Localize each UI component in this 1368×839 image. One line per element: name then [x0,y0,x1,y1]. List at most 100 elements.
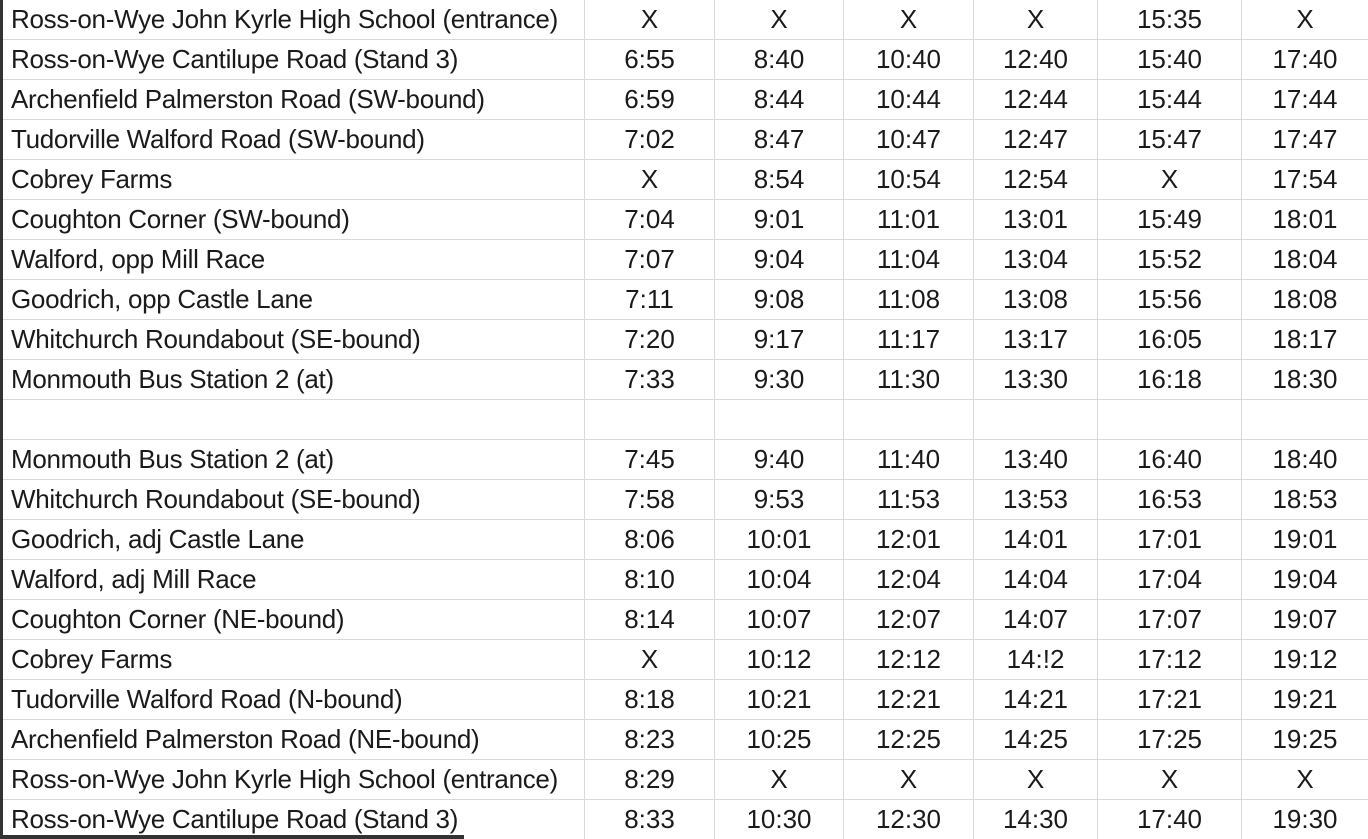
time-cell [844,400,974,440]
stop-name-cell: Cobrey Farms [3,160,585,200]
time-cell: 17:25 [1098,720,1242,760]
time-cell: 14:04 [974,560,1098,600]
time-cell: X [715,0,844,40]
time-cell: 18:01 [1242,200,1368,240]
time-cell: 8:18 [585,680,715,720]
stop-name-cell: Goodrich, opp Castle Lane [3,280,585,320]
time-cell: 7:20 [585,320,715,360]
time-cell: 14:30 [974,800,1098,839]
time-cell: 8:40 [715,40,844,80]
time-cell: 7:33 [585,360,715,400]
time-cell: 12:12 [844,640,974,680]
time-cell: 17:04 [1098,560,1242,600]
stop-name-cell: Monmouth Bus Station 2 (at) [3,360,585,400]
time-cell: 8:29 [585,760,715,800]
time-cell: 14:21 [974,680,1098,720]
time-cell: 13:01 [974,200,1098,240]
stop-name-cell: Walford, opp Mill Race [3,240,585,280]
time-cell [1098,400,1242,440]
stop-name-cell: Walford, adj Mill Race [3,560,585,600]
table-outer-border-fragment [0,835,464,839]
time-cell: 19:21 [1242,680,1368,720]
time-cell: 10:47 [844,120,974,160]
time-cell: 12:21 [844,680,974,720]
stop-name-cell: Goodrich, adj Castle Lane [3,520,585,560]
time-cell: 10:54 [844,160,974,200]
time-cell: 12:54 [974,160,1098,200]
time-cell: 19:01 [1242,520,1368,560]
time-cell: 11:01 [844,200,974,240]
time-cell: 18:53 [1242,480,1368,520]
stop-name-cell: Ross-on-Wye John Kyrle High School (entr… [3,760,585,800]
time-cell: 8:44 [715,80,844,120]
time-cell [1242,400,1368,440]
time-cell: 10:25 [715,720,844,760]
time-cell: 10:12 [715,640,844,680]
time-cell: 15:44 [1098,80,1242,120]
time-cell: 16:18 [1098,360,1242,400]
stop-name-cell: Ross-on-Wye Cantilupe Road (Stand 3) [3,800,585,839]
time-cell [974,400,1098,440]
time-cell: 9:30 [715,360,844,400]
time-cell: 11:53 [844,480,974,520]
time-cell: 15:47 [1098,120,1242,160]
time-cell: 10:30 [715,800,844,839]
time-cell: 12:04 [844,560,974,600]
time-cell: X [715,760,844,800]
stop-name-cell: Ross-on-Wye Cantilupe Road (Stand 3) [3,40,585,80]
time-cell: 6:59 [585,80,715,120]
time-cell: 8:54 [715,160,844,200]
time-cell: X [585,160,715,200]
time-cell: 8:23 [585,720,715,760]
time-cell: 15:52 [1098,240,1242,280]
time-cell: 10:04 [715,560,844,600]
time-cell: 10:07 [715,600,844,640]
time-cell [585,400,715,440]
time-cell: 6:55 [585,40,715,80]
time-cell: 9:40 [715,440,844,480]
stop-name-cell: Monmouth Bus Station 2 (at) [3,440,585,480]
time-cell: 9:53 [715,480,844,520]
time-cell: X [844,0,974,40]
time-cell: 9:01 [715,200,844,240]
stop-name-cell: Tudorville Walford Road (N-bound) [3,680,585,720]
time-cell [715,400,844,440]
time-cell: X [585,0,715,40]
time-cell: 17:07 [1098,600,1242,640]
time-cell: X [1098,760,1242,800]
time-cell: 10:01 [715,520,844,560]
time-cell: 19:04 [1242,560,1368,600]
time-cell: 10:21 [715,680,844,720]
time-cell: X [1098,160,1242,200]
time-cell: 18:08 [1242,280,1368,320]
time-cell: 13:08 [974,280,1098,320]
time-cell: 15:56 [1098,280,1242,320]
time-cell: 9:17 [715,320,844,360]
stop-name-cell: Archenfield Palmerston Road (NE-bound) [3,720,585,760]
time-cell: 16:53 [1098,480,1242,520]
time-cell: 13:17 [974,320,1098,360]
time-cell: 12:25 [844,720,974,760]
time-cell: 8:06 [585,520,715,560]
stop-name-cell: Coughton Corner (SW-bound) [3,200,585,240]
time-cell: 17:01 [1098,520,1242,560]
time-cell: 7:11 [585,280,715,320]
time-cell: 19:07 [1242,600,1368,640]
time-cell: 12:40 [974,40,1098,80]
time-cell: 17:40 [1098,800,1242,839]
time-cell: 19:30 [1242,800,1368,839]
time-cell: 19:25 [1242,720,1368,760]
time-cell: 15:40 [1098,40,1242,80]
time-cell: 8:10 [585,560,715,600]
time-cell: 18:40 [1242,440,1368,480]
time-cell: 8:33 [585,800,715,839]
time-cell: X [844,760,974,800]
time-cell: 13:30 [974,360,1098,400]
time-cell: 15:35 [1098,0,1242,40]
time-cell: 18:04 [1242,240,1368,280]
time-cell: 7:02 [585,120,715,160]
stop-name-cell: Whitchurch Roundabout (SE-bound) [3,480,585,520]
time-cell: 19:12 [1242,640,1368,680]
time-cell: 9:04 [715,240,844,280]
stop-name-cell: Tudorville Walford Road (SW-bound) [3,120,585,160]
